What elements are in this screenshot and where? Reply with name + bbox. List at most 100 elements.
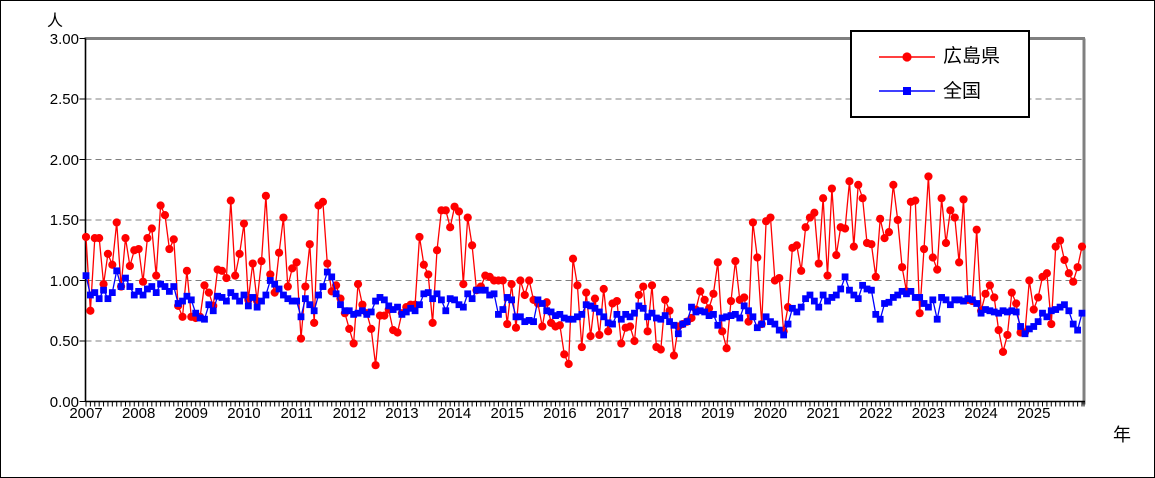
data-point: [1051, 242, 1060, 251]
data-point: [814, 259, 823, 268]
data-point: [793, 308, 801, 316]
data-point: [126, 283, 134, 290]
data-point: [792, 241, 801, 250]
data-point: [709, 289, 718, 298]
data-point: [301, 295, 309, 303]
y-tick-label: 2.50: [49, 91, 79, 108]
data-point: [367, 324, 376, 333]
data-point: [376, 294, 384, 301]
data-point: [661, 312, 669, 319]
data-point: [569, 315, 577, 323]
data-point: [599, 284, 608, 294]
data-point: [568, 254, 578, 263]
data-point: [846, 286, 853, 294]
data-point: [625, 322, 635, 331]
data-point: [463, 213, 472, 222]
data-point: [881, 300, 888, 307]
data-point: [885, 298, 893, 306]
data-point: [178, 312, 187, 321]
data-point: [810, 208, 819, 217]
data-point: [279, 213, 288, 222]
data-point: [674, 330, 682, 338]
data-point: [134, 244, 143, 254]
data-point: [994, 326, 1003, 335]
legend-marker-square-icon: [879, 87, 935, 96]
data-point: [955, 258, 964, 267]
data-point: [244, 302, 252, 310]
data-point: [179, 297, 186, 305]
data-point: [274, 248, 284, 257]
legend-marker-circle-icon: [879, 52, 935, 62]
data-point: [280, 291, 287, 299]
data-point: [560, 350, 569, 359]
data-point: [441, 206, 450, 215]
x-tick-label: 2013: [385, 405, 419, 422]
data-point: [661, 295, 670, 304]
data-point: [683, 318, 691, 326]
data-point: [201, 315, 208, 323]
data-point: [911, 294, 919, 301]
data-point: [261, 191, 270, 200]
data-point: [626, 313, 634, 321]
data-point: [135, 287, 143, 295]
data-point: [832, 250, 841, 260]
data-point: [959, 195, 968, 204]
data-point: [849, 242, 858, 251]
data-point: [499, 306, 507, 313]
data-point: [371, 361, 380, 370]
data-point: [183, 292, 191, 300]
data-point: [767, 318, 774, 326]
data-point: [718, 314, 726, 322]
data-point: [819, 291, 827, 299]
x-tick-label: 2007: [69, 405, 103, 422]
data-point: [797, 266, 806, 275]
data-point: [438, 296, 445, 304]
data-point: [508, 296, 516, 304]
data-point: [639, 304, 647, 312]
data-point: [235, 249, 244, 258]
data-point: [521, 318, 529, 326]
data-point: [231, 271, 240, 280]
data-point: [925, 303, 932, 311]
data-point: [806, 291, 814, 299]
data-point: [345, 307, 353, 315]
data-point: [985, 281, 994, 290]
data-point: [1017, 323, 1024, 330]
data-point: [148, 283, 156, 290]
data-point: [929, 296, 937, 304]
data-point: [1021, 330, 1029, 338]
data-point: [634, 290, 643, 300]
data-point: [1042, 269, 1051, 278]
x-tick-label: 2021: [806, 405, 840, 422]
data-point: [613, 310, 621, 318]
data-point: [1007, 288, 1016, 297]
data-point: [1034, 293, 1043, 302]
data-point: [446, 223, 455, 232]
data-point: [95, 295, 103, 303]
data-point: [332, 290, 340, 298]
data-point: [459, 303, 467, 311]
data-point: [266, 277, 274, 284]
data-point: [415, 232, 424, 242]
data-point: [512, 313, 520, 321]
data-point: [490, 290, 498, 298]
data-point: [669, 351, 679, 360]
data-point: [982, 306, 989, 313]
data-point: [125, 261, 134, 271]
data-point: [578, 310, 586, 318]
data-point: [609, 320, 616, 328]
data-point: [1065, 307, 1073, 315]
data-point: [766, 213, 775, 222]
data-point: [117, 283, 125, 290]
data-point: [1069, 320, 1077, 328]
data-point: [503, 294, 511, 301]
x-tick-label: 2024: [964, 405, 998, 422]
x-tick-label: 2022: [859, 405, 893, 422]
x-tick-label: 2016: [543, 405, 577, 422]
data-point: [432, 246, 442, 255]
data-point: [446, 295, 454, 303]
data-point: [815, 303, 823, 311]
data-point: [341, 307, 349, 315]
